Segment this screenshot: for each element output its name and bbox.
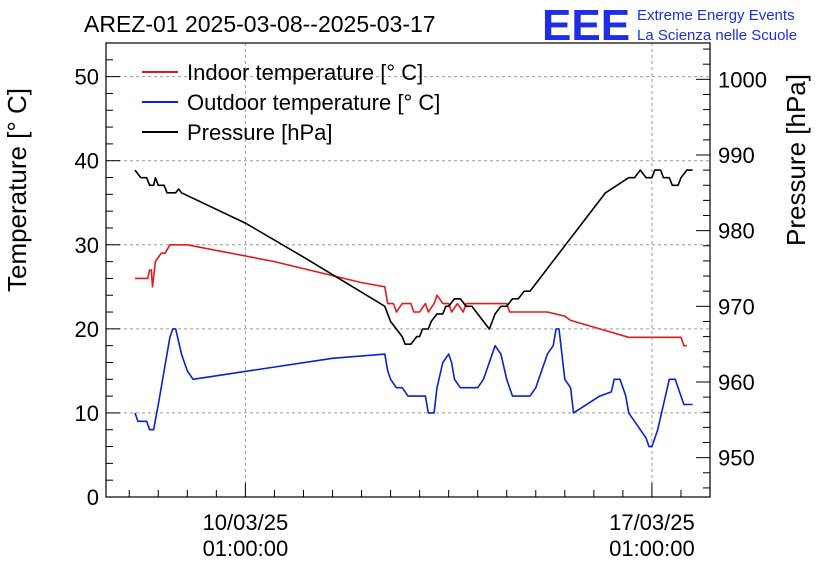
x-tick-label-time: 01:00:00 [609, 536, 695, 561]
legend-label: Indoor temperature [° C] [187, 60, 423, 85]
eee-logo-mark: EEE [542, 1, 630, 50]
x-tick-label-time: 01:00:00 [203, 536, 289, 561]
y-tick-label-right: 980 [718, 219, 755, 244]
plot-frame [105, 42, 711, 498]
y-axis-left: 0 10 20 30 40 50 [75, 42, 120, 510]
x-tick-label-date: 17/03/25 [609, 510, 695, 535]
y-tick-label-left: 10 [75, 401, 99, 426]
x-tick-label-date: 10/03/25 [203, 510, 289, 535]
y-tick-label-left: 20 [75, 317, 99, 342]
y-tick-label-right: 950 [718, 446, 755, 471]
y-tick-label-right: 990 [718, 143, 755, 168]
y-tick-label-right: 970 [718, 294, 755, 319]
pressure-line [134, 169, 693, 346]
y-axis-right: 950 960 970 980 990 1000 [696, 48, 767, 489]
legend-entry-pressure: Pressure [hPa] [142, 120, 333, 145]
legend: Indoor temperature [° C] Outdoor temperat… [142, 60, 440, 145]
legend-label: Outdoor temperature [° C] [187, 90, 440, 115]
series-layer [134, 169, 693, 448]
org-name-line2: La Scienza nelle Scuole [637, 27, 797, 44]
y-tick-label-left: 0 [87, 485, 99, 510]
eee-logo: EEE Extreme Energy Events La Scienza nel… [542, 1, 797, 50]
grid [106, 43, 710, 497]
y-tick-label-left: 30 [75, 233, 99, 258]
y-axis-left-label: Temperature [° C] [2, 88, 32, 292]
y-tick-label-right: 960 [718, 370, 755, 395]
legend-label: Pressure [hPa] [187, 120, 333, 145]
chart-title: AREZ-01 2025-03-08--2025-03-17 [84, 11, 436, 37]
y-axis-right-label: Pressure [hPa] [781, 74, 811, 246]
outdoor-temperature-line [134, 328, 693, 448]
y-tick-label-left: 40 [75, 149, 99, 174]
y-tick-label-left: 50 [75, 65, 99, 90]
indoor-temperature-line [135, 244, 687, 347]
y-tick-label-right: 1000 [718, 67, 767, 92]
legend-entry-indoor: Indoor temperature [° C] [142, 60, 423, 85]
legend-entry-outdoor: Outdoor temperature [° C] [142, 90, 440, 115]
org-name-line1: Extreme Energy Events [637, 7, 795, 24]
